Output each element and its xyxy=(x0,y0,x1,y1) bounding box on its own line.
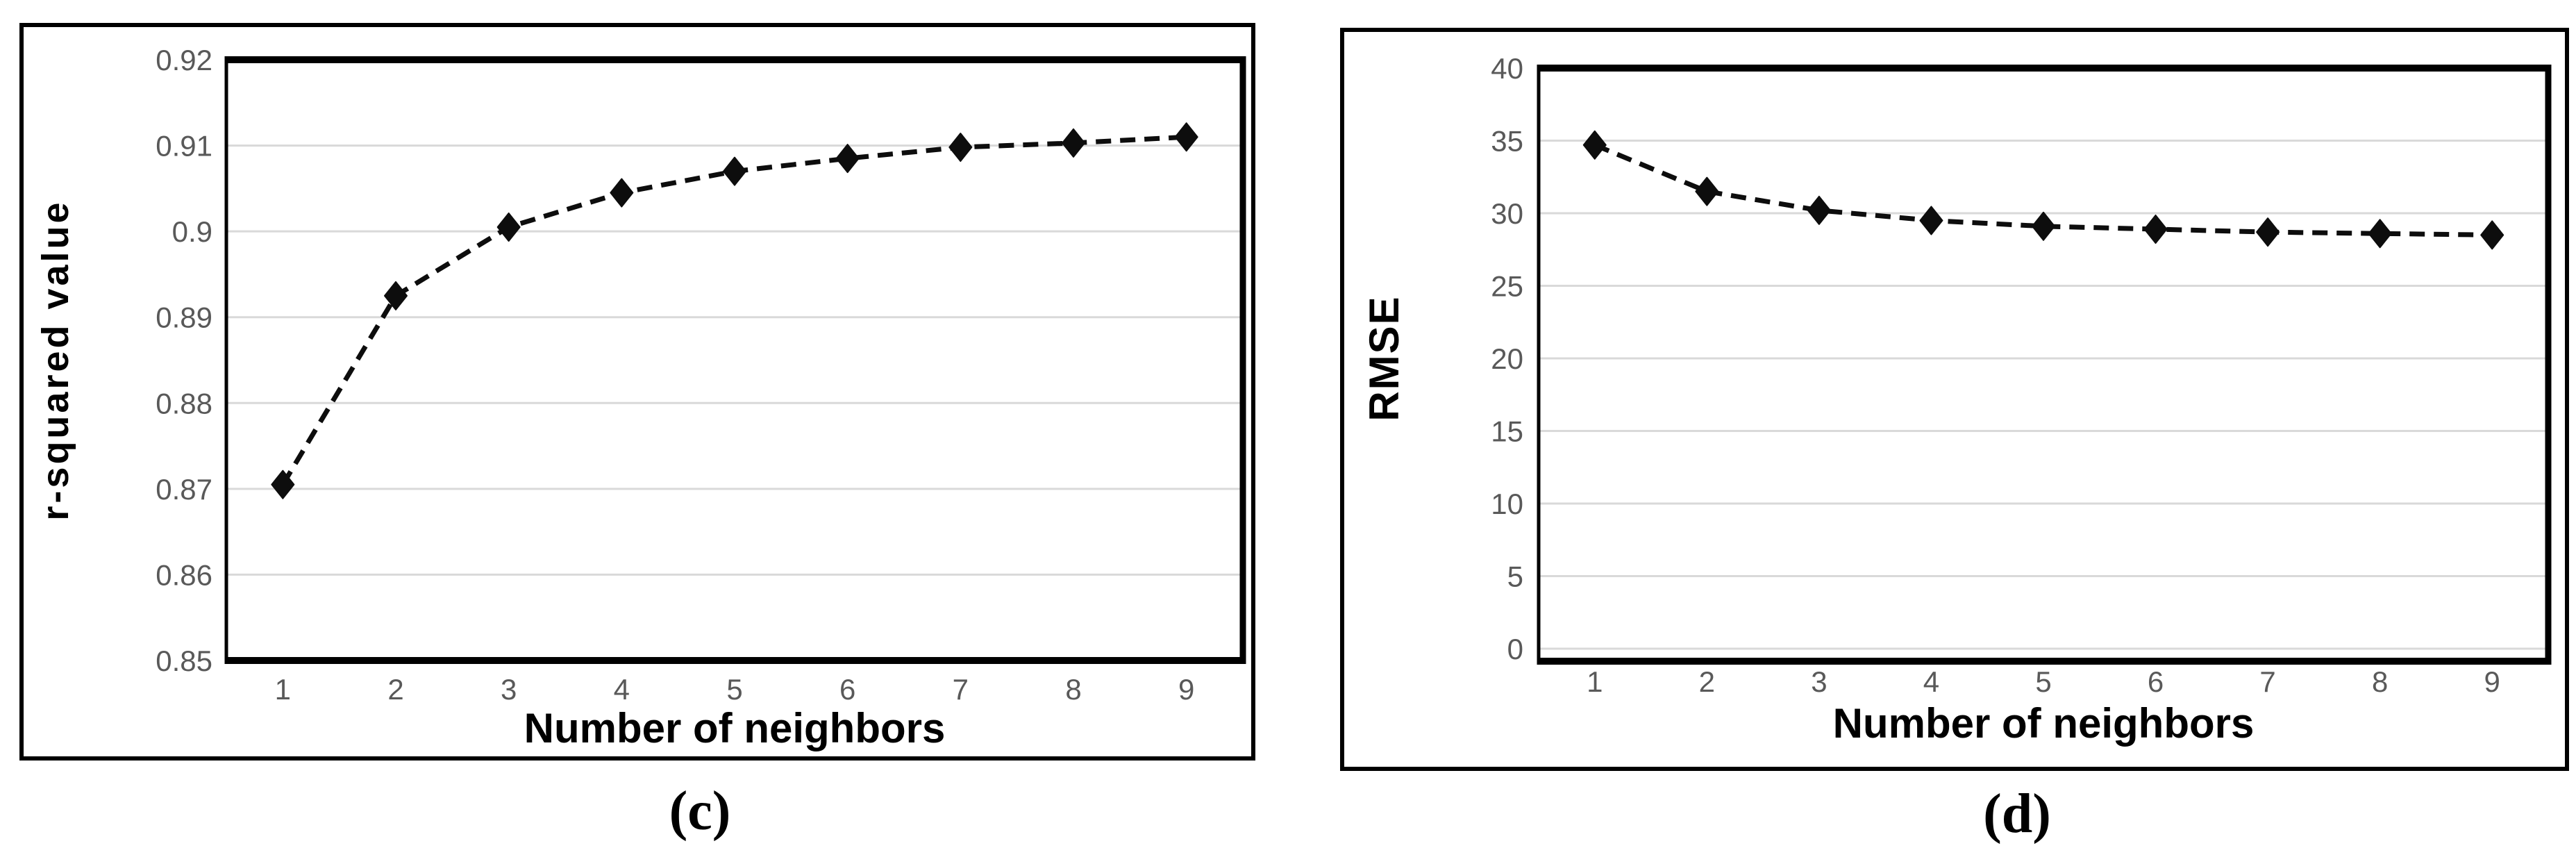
x-axis-title: Number of neighbors xyxy=(1833,700,2255,747)
x-tick-label: 9 xyxy=(1178,673,1194,706)
x-tick-label: 1 xyxy=(1587,665,1603,698)
series-dashed-line xyxy=(281,134,1187,486)
x-tick-label: 5 xyxy=(726,673,742,706)
x-axis-title: Number of neighbors xyxy=(524,705,946,751)
x-tick-label: 4 xyxy=(614,673,630,706)
diamond-marker xyxy=(948,133,973,163)
diamond-marker xyxy=(271,470,295,499)
y-tick-label: 10 xyxy=(1491,488,1523,520)
series-markers xyxy=(271,122,1198,499)
diamond-marker xyxy=(723,156,746,186)
diamond-marker xyxy=(496,212,521,242)
x-tick-label: 7 xyxy=(953,673,969,706)
plot-frame xyxy=(224,56,1246,664)
series-dashed-line xyxy=(1594,142,2493,238)
chart-d-line-plot: 0 5 10 15 20 25 30 35 40 1 2 3 4 5 6 7 8 9 RMSE Number of n… xyxy=(1361,52,2552,747)
y-tick-label: 15 xyxy=(1491,415,1523,448)
diamond-marker xyxy=(1695,176,1719,206)
x-tick-labels: 1 2 3 4 5 6 7 8 9 xyxy=(275,673,1195,706)
diamond-marker xyxy=(2256,217,2280,247)
x-tick-label: 6 xyxy=(839,673,855,706)
x-tick-label: 3 xyxy=(501,673,517,706)
y-tick-labels: 0 5 10 15 20 25 30 35 40 xyxy=(1491,52,1523,665)
y-tick-label: 30 xyxy=(1491,197,1523,230)
diamond-marker xyxy=(2480,220,2504,250)
y-tick-label: 20 xyxy=(1491,342,1523,375)
x-tick-label: 7 xyxy=(2259,665,2275,698)
diamond-marker xyxy=(2143,214,2168,244)
y-tick-labels: 0.85 0.86 0.87 0.88 0.89 0.9 0.91 0.92 xyxy=(156,44,212,677)
y-tick-label: 40 xyxy=(1491,52,1523,85)
gridlines xyxy=(1539,140,2548,650)
y-axis-title: r-squared value xyxy=(35,199,76,520)
diamond-marker xyxy=(1919,206,1943,235)
diamond-marker xyxy=(835,144,860,174)
diamond-marker xyxy=(1582,130,1607,160)
plot-frame xyxy=(1537,65,2552,665)
y-tick-label: 0.87 xyxy=(156,473,212,506)
y-tick-label: 0.86 xyxy=(156,558,212,591)
y-tick-label: 0.91 xyxy=(156,130,212,163)
diamond-marker xyxy=(2368,219,2392,249)
panel-d: 0 5 10 15 20 25 30 35 40 1 2 3 4 5 6 7 8 9 RMSE Number of n… xyxy=(1340,28,2569,771)
diamond-marker xyxy=(2032,211,2055,241)
y-axis-title: RMSE xyxy=(1361,295,1407,421)
x-tick-labels: 1 2 3 4 5 6 7 8 9 xyxy=(1587,665,2500,698)
chart-c-line-plot: 0.85 0.86 0.87 0.88 0.89 0.9 0.91 0.92 1 2 3 4 5 6 7 8 9… xyxy=(35,44,1246,751)
y-tick-label: 35 xyxy=(1491,125,1523,158)
x-tick-label: 6 xyxy=(2148,665,2164,698)
y-tick-label: 0.88 xyxy=(156,387,212,419)
y-tick-label: 0.85 xyxy=(156,645,212,677)
diamond-marker xyxy=(1174,122,1198,152)
panel-c: 0.85 0.86 0.87 0.88 0.89 0.9 0.91 0.92 1 2 3 4 5 6 7 8 9… xyxy=(19,23,1255,761)
x-tick-label: 4 xyxy=(1923,665,1939,698)
caption-d: (d) xyxy=(1983,783,2051,845)
y-tick-label: 5 xyxy=(1507,560,1523,593)
y-tick-label: 0.9 xyxy=(172,215,212,248)
x-tick-label: 9 xyxy=(2484,665,2500,698)
diamond-marker xyxy=(384,281,408,310)
y-tick-label: 0.92 xyxy=(156,44,212,76)
x-tick-label: 2 xyxy=(387,673,403,706)
gridlines xyxy=(226,144,1243,576)
diamond-marker xyxy=(1062,128,1085,158)
x-tick-label: 3 xyxy=(1811,665,1827,698)
diamond-marker xyxy=(610,178,634,208)
caption-c: (c) xyxy=(669,781,731,842)
x-tick-label: 5 xyxy=(2035,665,2051,698)
x-tick-label: 1 xyxy=(275,673,291,706)
x-tick-label: 8 xyxy=(2372,665,2388,698)
x-tick-label: 8 xyxy=(1065,673,1081,706)
diamond-marker xyxy=(1807,195,1831,225)
y-tick-label: 0.89 xyxy=(156,301,212,334)
y-tick-label: 25 xyxy=(1491,270,1523,303)
series-markers xyxy=(1582,130,2504,250)
x-tick-label: 2 xyxy=(1699,665,1715,698)
y-tick-label: 0 xyxy=(1507,633,1523,665)
